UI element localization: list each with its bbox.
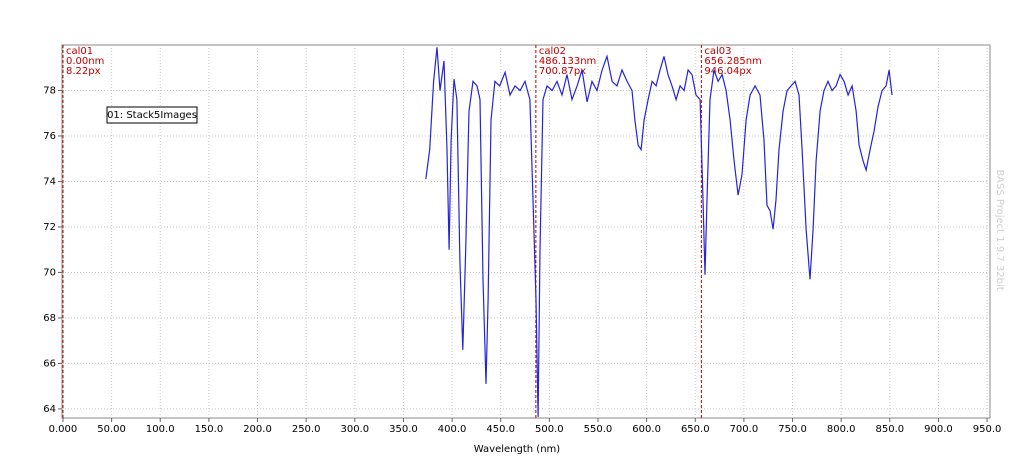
y-tick-label: 64 <box>43 404 56 415</box>
x-tick-label: 550.0 <box>584 424 613 435</box>
spectrum-line <box>425 47 893 417</box>
x-tick-label: 300.0 <box>340 424 369 435</box>
calibration-label: 656.285nm <box>704 56 761 67</box>
y-tick-label: 70 <box>43 267 56 278</box>
x-tick-label: 250.0 <box>292 424 321 435</box>
y-tick-label: 78 <box>43 85 56 96</box>
calibration-label: 486.133nm <box>539 56 596 67</box>
y-tick-label: 74 <box>43 176 56 187</box>
calibration-label: 8.22px <box>66 66 101 77</box>
calibration-label: cal01 <box>66 46 93 57</box>
x-tick-label: 450.0 <box>486 424 515 435</box>
x-tick-label: 0.000 <box>49 424 78 435</box>
x-tick-label: 600.0 <box>632 424 661 435</box>
y-tick-label: 68 <box>43 313 56 324</box>
calibration-label: cal03 <box>704 46 731 57</box>
x-tick-label: 50.00 <box>97 424 126 435</box>
x-axis-label: Wavelength (nm) <box>474 444 560 455</box>
calibration-label: 0.00nm <box>66 56 104 67</box>
x-tick-label: 950.0 <box>973 424 1002 435</box>
x-tick-label: 400.0 <box>438 424 467 435</box>
y-tick-label: 72 <box>43 222 56 233</box>
x-tick-label: 750.0 <box>778 424 807 435</box>
calibration-label: 700.87px <box>539 66 586 77</box>
x-tick-label: 900.0 <box>924 424 953 435</box>
x-tick-label: 200.0 <box>243 424 272 435</box>
calibration-label: 946.04px <box>704 66 751 77</box>
watermark: BASS Project 1.9.7 32bit <box>994 169 1005 290</box>
x-tick-label: 650.0 <box>681 424 710 435</box>
x-tick-label: 700.0 <box>730 424 759 435</box>
x-tick-label: 800.0 <box>827 424 856 435</box>
x-tick-label: 350.0 <box>389 424 418 435</box>
y-tick-label: 76 <box>43 131 56 142</box>
calibration-label: cal02 <box>539 46 566 57</box>
x-tick-label: 100.0 <box>146 424 175 435</box>
plot-frame <box>61 44 991 419</box>
x-tick-label: 500.0 <box>535 424 564 435</box>
y-tick-label: 66 <box>43 358 56 369</box>
legend-box <box>106 106 198 124</box>
x-tick-label: 150.0 <box>195 424 224 435</box>
x-tick-label: 850.0 <box>875 424 904 435</box>
legend-label: 01: Stack5Images <box>107 110 197 121</box>
